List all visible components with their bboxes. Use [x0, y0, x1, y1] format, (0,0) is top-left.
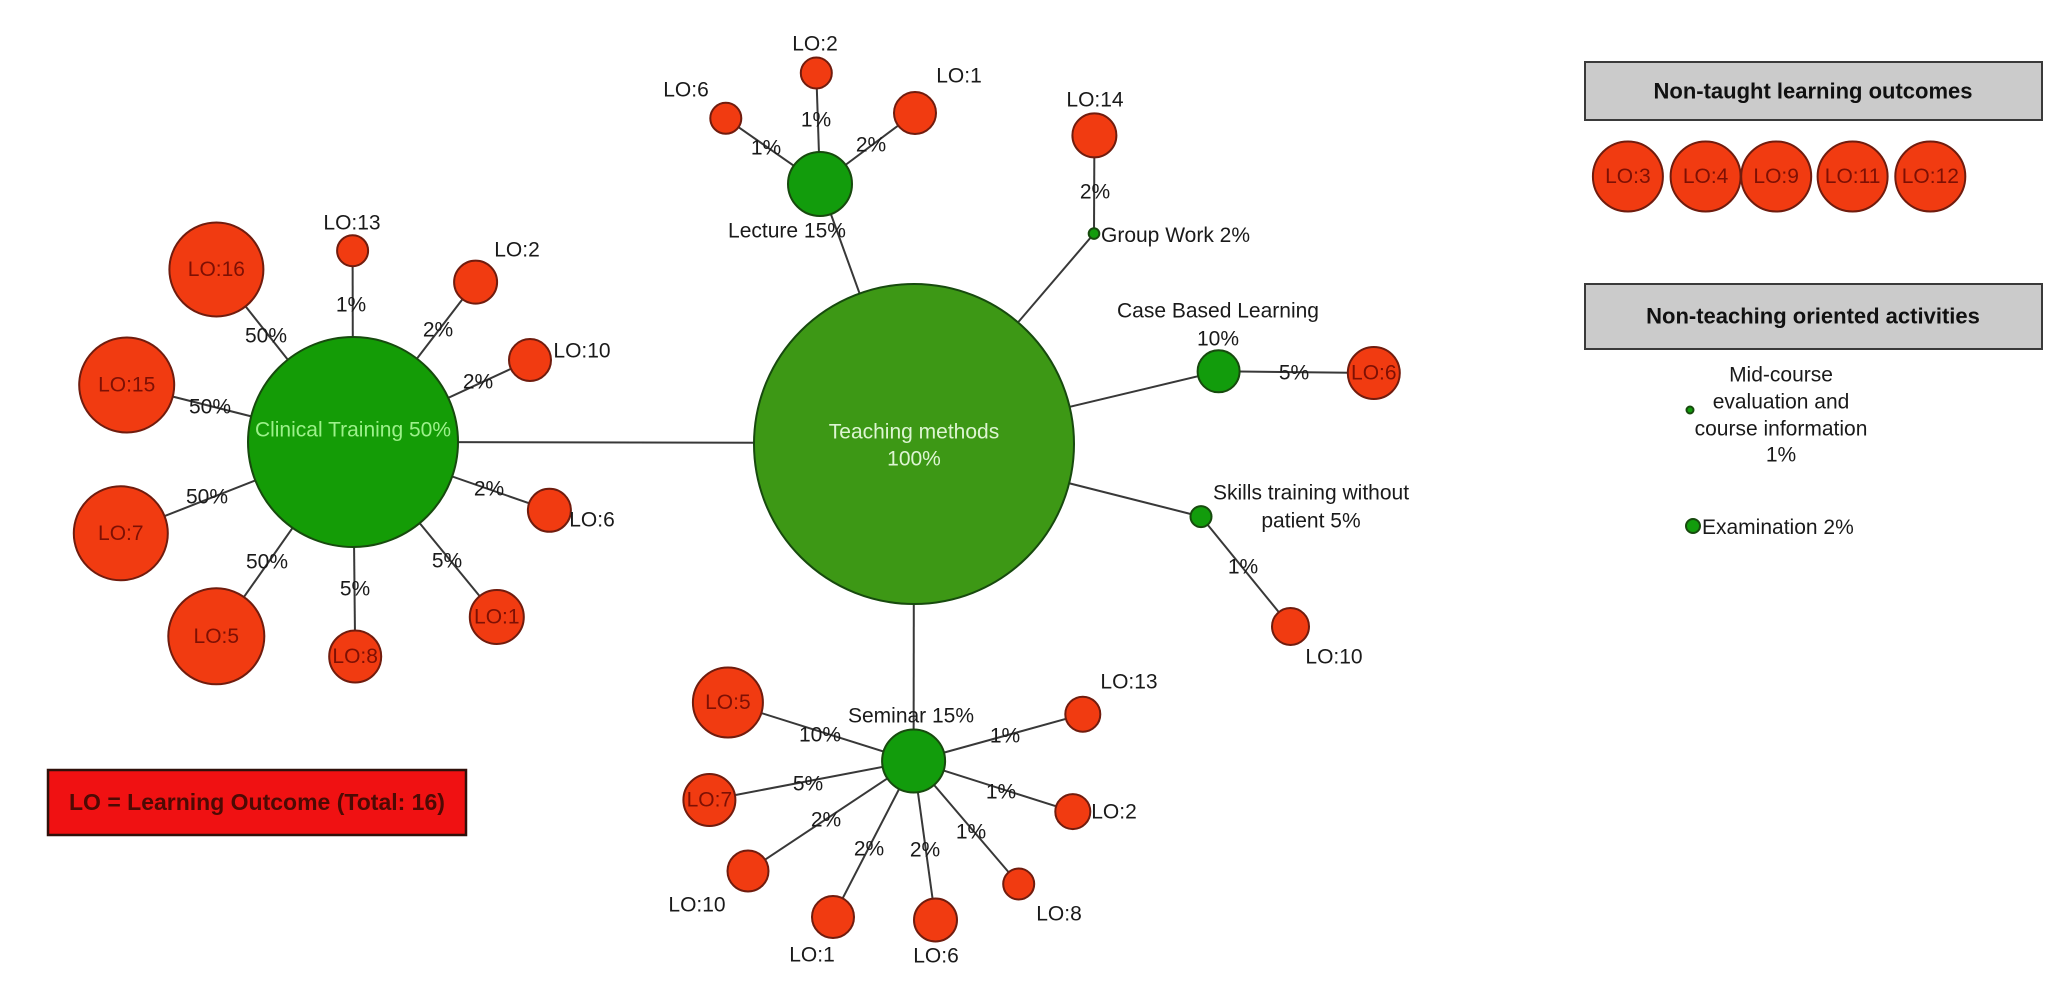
svg-text:LO:12: LO:12: [1902, 165, 1959, 188]
svg-text:LO:2: LO:2: [494, 239, 540, 262]
svg-text:50%: 50%: [189, 396, 231, 419]
svg-text:LO:2: LO:2: [792, 33, 838, 56]
svg-text:Examination 2%: Examination 2%: [1702, 516, 1854, 539]
svg-text:Skills training without: Skills training without: [1213, 482, 1409, 505]
svg-text:2%: 2%: [423, 319, 453, 342]
svg-text:LO = Learning Outcome (Total:: LO = Learning Outcome (Total: 16): [69, 789, 445, 815]
svg-text:Lecture 15%: Lecture 15%: [728, 220, 846, 243]
svg-text:LO:13: LO:13: [1100, 671, 1157, 694]
svg-text:LO:2: LO:2: [1091, 801, 1137, 824]
svg-text:LO:7: LO:7: [687, 789, 733, 812]
svg-text:LO:16: LO:16: [188, 258, 245, 281]
svg-text:50%: 50%: [245, 325, 287, 348]
svg-text:LO:5: LO:5: [194, 625, 240, 648]
svg-text:2%: 2%: [856, 134, 886, 157]
svg-text:LO:8: LO:8: [332, 645, 378, 668]
svg-text:2%: 2%: [463, 371, 493, 394]
svg-text:1%: 1%: [1766, 444, 1796, 467]
svg-text:LO:13: LO:13: [323, 212, 380, 235]
svg-text:1%: 1%: [801, 109, 831, 132]
svg-text:LO:4: LO:4: [1683, 165, 1729, 188]
svg-text:2%: 2%: [811, 809, 841, 832]
svg-text:Mid-course: Mid-course: [1729, 364, 1833, 387]
svg-text:LO:14: LO:14: [1066, 89, 1124, 112]
svg-text:2%: 2%: [1080, 181, 1110, 204]
svg-text:LO:10: LO:10: [1305, 646, 1362, 669]
svg-text:course information: course information: [1695, 418, 1868, 441]
svg-text:LO:6: LO:6: [913, 945, 959, 968]
svg-text:evaluation and: evaluation and: [1713, 391, 1850, 414]
svg-text:10%: 10%: [799, 724, 841, 747]
svg-text:100%: 100%: [887, 448, 941, 471]
svg-text:Group Work 2%: Group Work 2%: [1101, 224, 1250, 247]
svg-text:LO:9: LO:9: [1753, 165, 1799, 188]
svg-text:10%: 10%: [1197, 328, 1239, 351]
svg-text:LO:5: LO:5: [705, 691, 751, 714]
svg-text:5%: 5%: [793, 773, 823, 796]
svg-text:LO:15: LO:15: [98, 374, 155, 397]
svg-text:1%: 1%: [990, 725, 1020, 748]
svg-text:LO:1: LO:1: [474, 606, 520, 629]
svg-text:2%: 2%: [474, 478, 504, 501]
svg-text:5%: 5%: [1279, 362, 1309, 385]
svg-text:Clinical Training 50%: Clinical Training 50%: [255, 419, 451, 442]
svg-text:1%: 1%: [751, 137, 781, 160]
svg-text:2%: 2%: [854, 838, 884, 861]
svg-text:Non-taught learning outcomes: Non-taught learning outcomes: [1654, 79, 1973, 104]
svg-text:Non-teaching oriented activiti: Non-teaching oriented activities: [1646, 304, 1980, 329]
svg-text:LO:10: LO:10: [553, 340, 610, 363]
svg-text:LO:6: LO:6: [1351, 362, 1397, 385]
svg-text:LO:3: LO:3: [1605, 165, 1651, 188]
svg-text:2%: 2%: [910, 839, 940, 862]
svg-text:LO:10: LO:10: [668, 894, 725, 917]
svg-text:LO:11: LO:11: [1825, 165, 1881, 188]
svg-text:LO:1: LO:1: [789, 944, 835, 967]
svg-text:5%: 5%: [432, 550, 462, 573]
svg-text:LO:6: LO:6: [663, 79, 709, 102]
svg-text:5%: 5%: [340, 578, 370, 601]
svg-text:1%: 1%: [1228, 556, 1258, 579]
svg-text:Teaching methods: Teaching methods: [829, 421, 999, 444]
svg-text:Case Based Learning: Case Based Learning: [1117, 300, 1319, 323]
svg-text:LO:7: LO:7: [98, 522, 144, 545]
svg-text:patient 5%: patient 5%: [1261, 510, 1360, 533]
svg-text:Seminar 15%: Seminar 15%: [848, 705, 974, 728]
svg-text:1%: 1%: [956, 821, 986, 844]
svg-text:1%: 1%: [986, 781, 1016, 804]
svg-text:LO:1: LO:1: [936, 65, 982, 88]
svg-text:50%: 50%: [246, 551, 288, 574]
svg-text:LO:8: LO:8: [1036, 903, 1082, 926]
svg-text:50%: 50%: [186, 486, 228, 509]
svg-text:LO:6: LO:6: [569, 509, 615, 532]
svg-text:1%: 1%: [336, 294, 366, 317]
